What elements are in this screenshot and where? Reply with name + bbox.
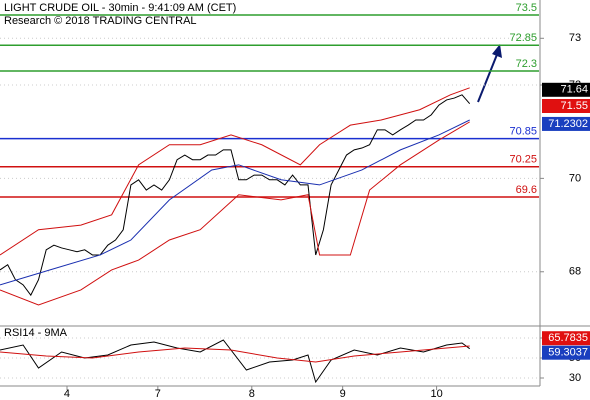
price-tag-label: 71.64 — [560, 84, 588, 96]
y-tick-label: 73 — [569, 32, 581, 44]
series-line — [0, 119, 470, 286]
price-tag — [542, 345, 590, 360]
chart-subtitle: Research © 2018 TRADING CENTRAL — [4, 15, 197, 27]
x-tick-label: 4 — [64, 388, 70, 400]
y-tick-label: 68 — [569, 266, 581, 278]
level-label: 73.5 — [516, 2, 537, 14]
x-tick-label: 7 — [155, 388, 161, 400]
y-tick-label: 70 — [569, 172, 581, 184]
series-line — [0, 87, 470, 256]
x-tick-label: 9 — [340, 388, 346, 400]
price-tag-label: 71.55 — [560, 100, 588, 112]
level-label: 72.85 — [509, 32, 537, 44]
series-line — [0, 345, 470, 363]
price-tag-label: 65.7835 — [548, 332, 588, 344]
x-tick-label: 10 — [430, 388, 442, 400]
level-label: 70.25 — [509, 154, 537, 166]
trend-arrow — [477, 51, 499, 103]
price-tag — [542, 82, 590, 97]
x-tick-label: 8 — [249, 388, 255, 400]
trend-arrowhead — [492, 44, 502, 58]
rsi-title: RSI14 - 9MA — [4, 327, 68, 339]
level-label: 72.3 — [516, 58, 537, 70]
price-tag — [542, 98, 590, 113]
level-label: 69.6 — [516, 184, 537, 196]
series-line — [0, 121, 470, 306]
price-tag — [542, 331, 590, 346]
price-tag-label: 59.3037 — [548, 347, 588, 359]
level-label: 70.85 — [509, 126, 537, 138]
price-tag-label: 71.2302 — [548, 118, 588, 130]
chart-title: LIGHT CRUDE OIL - 30min - 9:41:09 AM (CE… — [4, 2, 236, 14]
price-tag — [542, 116, 590, 131]
y-tick-label: 30 — [569, 372, 581, 384]
series-line — [0, 94, 471, 297]
